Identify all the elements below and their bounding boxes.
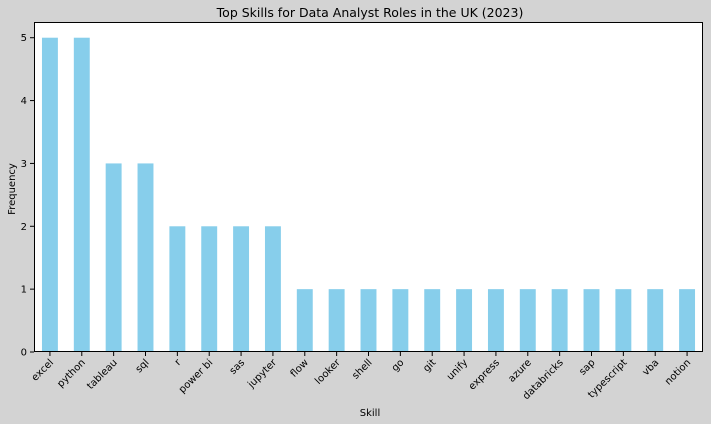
bar-go <box>392 289 409 352</box>
y-tick-label: 5 <box>21 33 27 44</box>
bar-unify <box>456 289 473 352</box>
y-axis: 0 1 2 3 4 5 <box>21 33 34 359</box>
bar-vba <box>647 289 664 352</box>
x-tick-label: go <box>390 357 407 374</box>
bar-typescript <box>615 289 632 352</box>
x-tick-label: sap <box>577 357 597 377</box>
bar-notion <box>679 289 696 352</box>
bars-group <box>41 37 696 352</box>
bar-looker <box>328 289 345 352</box>
bar-r <box>169 226 186 352</box>
x-tick-label: looker <box>313 357 343 387</box>
y-tick-label: 4 <box>21 96 27 107</box>
bar-sql <box>137 163 154 352</box>
bar-express <box>487 289 504 352</box>
bar-shell <box>360 289 377 352</box>
chart-title: Top Skills for Data Analyst Roles in the… <box>216 5 524 20</box>
x-tick-label: python <box>55 357 88 390</box>
bar-excel <box>41 37 58 352</box>
bar-git <box>424 289 441 352</box>
bar-tableau <box>105 163 122 352</box>
x-tick-label: express <box>467 357 502 392</box>
x-tick-label: shell <box>350 357 374 381</box>
x-tick-label: excel <box>30 357 56 383</box>
y-axis-label: Frequency <box>7 163 18 215</box>
bar-sas <box>233 226 250 352</box>
y-tick-label: 0 <box>21 348 27 359</box>
bar-databricks <box>551 289 568 352</box>
y-tick-label: 2 <box>21 222 27 233</box>
x-tick-label: vba <box>641 357 662 378</box>
bar-jupyter <box>264 226 281 352</box>
x-tick-label: power bi <box>177 357 215 395</box>
bar-azure <box>519 289 536 352</box>
x-tick-label: unify <box>445 357 470 382</box>
x-tick-label: sas <box>228 357 247 376</box>
x-tick-label: tableau <box>85 357 120 392</box>
bar-sap <box>583 289 600 352</box>
x-tick-label: flow <box>289 357 311 379</box>
x-tick-label: sql <box>134 357 152 375</box>
x-tick-label: r <box>173 357 184 368</box>
bar-flow <box>296 289 313 352</box>
y-tick-label: 1 <box>21 285 27 296</box>
bar-power-bi <box>201 226 218 352</box>
bar-python <box>73 37 90 352</box>
x-tick-label: git <box>421 357 438 374</box>
x-tick-label: jupyter <box>245 357 279 391</box>
y-tick-label: 3 <box>21 159 27 170</box>
x-axis-label: Skill <box>360 408 380 419</box>
plot-frame <box>34 22 703 352</box>
x-tick-label: notion <box>663 357 693 387</box>
x-tick-label: azure <box>506 357 533 384</box>
